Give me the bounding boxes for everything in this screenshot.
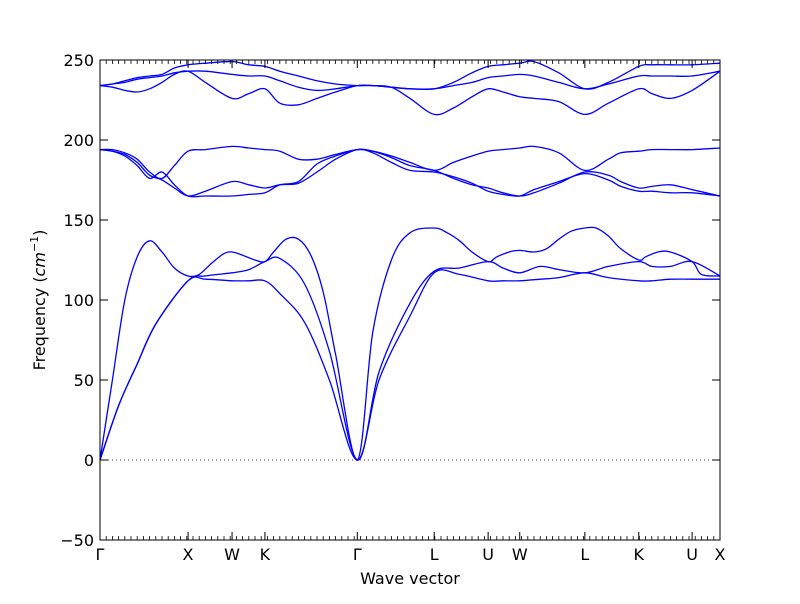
x-tick-label: X — [715, 545, 726, 564]
x-tick-label: X — [183, 545, 194, 564]
plot-frame — [99, 59, 721, 541]
phonon-branch-4 — [99, 148, 721, 198]
x-tick-label: L — [430, 545, 439, 564]
y-tick-label: 250 — [63, 51, 94, 70]
x-tick-label: L — [580, 545, 589, 564]
phonon-branch-9 — [99, 60, 721, 90]
y-tick-label: 150 — [63, 211, 94, 230]
x-tick-label: K — [634, 545, 645, 564]
y-axis-label-text: Frequency — [30, 288, 49, 371]
y-axis-label: Frequency (cm−1) — [28, 230, 49, 371]
phonon-branch-2 — [99, 256, 721, 461]
phonon-branch-6 — [99, 145, 721, 180]
y-tick-label: 100 — [63, 291, 94, 310]
phonon-branch-7 — [99, 70, 721, 116]
y-tick-label: 0 — [84, 451, 94, 470]
y-tick-label: 200 — [63, 131, 94, 150]
phonon-branch-3 — [99, 226, 721, 461]
y-tick-label: −50 — [60, 531, 94, 550]
x-tick-label: W — [224, 545, 240, 564]
x-tick-label: Γ — [353, 545, 362, 564]
x-tick-label: W — [512, 545, 528, 564]
phonon-branch-1 — [99, 269, 720, 461]
y-axis-unit: cm — [30, 252, 49, 276]
y-axis-ticks: −50 0 50 100 150 200 250 — [60, 51, 720, 550]
x-axis-label: Wave vector — [360, 569, 460, 588]
x-tick-label: Γ — [96, 545, 105, 564]
phonon-branch-5 — [99, 148, 721, 197]
y-axis-unit-exponent: −1 — [28, 236, 41, 252]
y-tick-label: 50 — [74, 371, 94, 390]
x-tick-label: U — [686, 545, 698, 564]
x-tick-label: U — [482, 545, 494, 564]
series-layer — [99, 60, 721, 461]
x-tick-label: K — [260, 545, 271, 564]
